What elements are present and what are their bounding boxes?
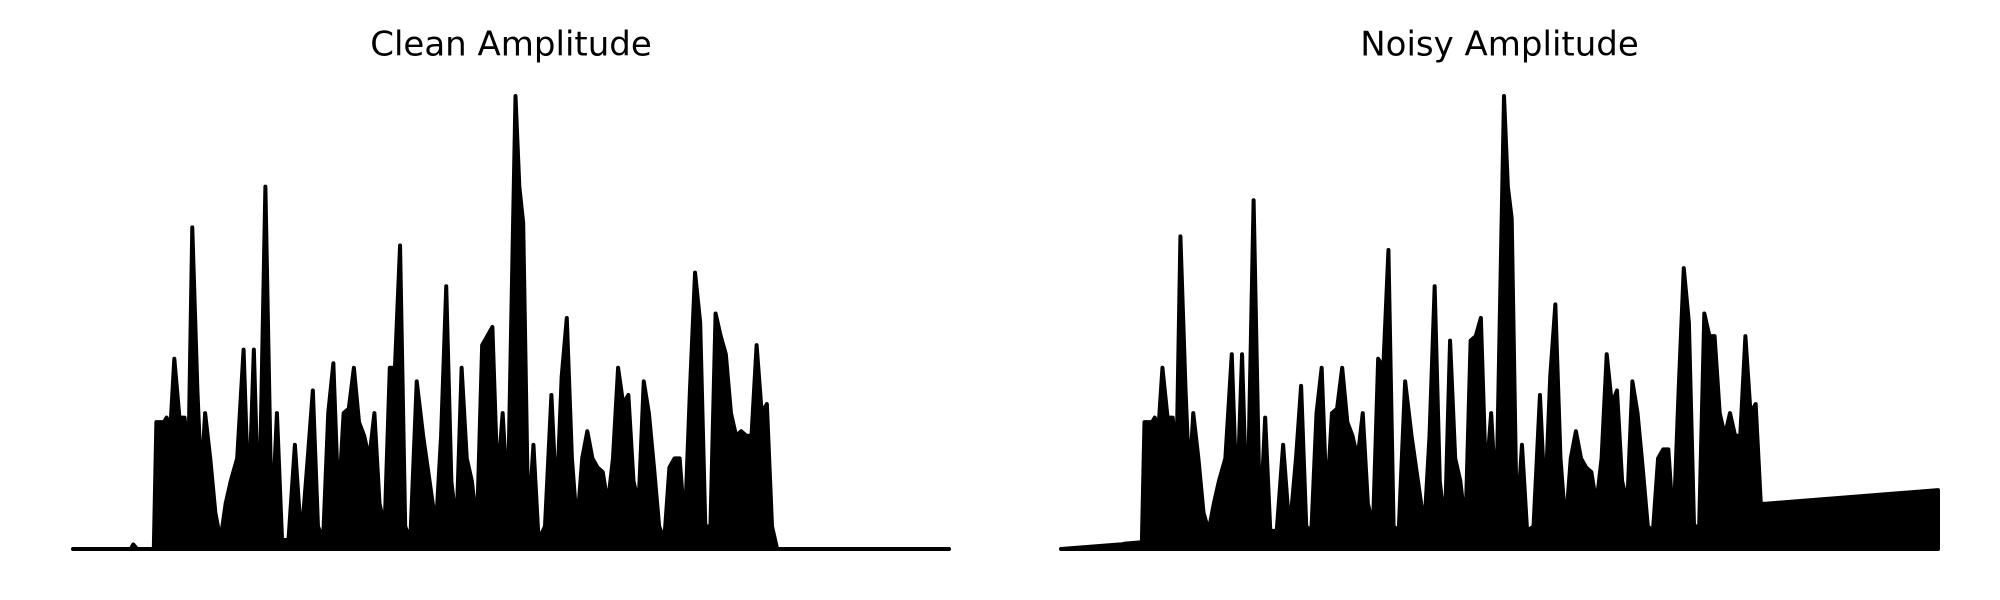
chart-title: Clean Amplitude	[370, 25, 652, 65]
amplitude-area	[71, 94, 951, 551]
chart-title: Noisy Amplitude	[1360, 25, 1639, 65]
amplitude-area	[1059, 94, 1940, 551]
